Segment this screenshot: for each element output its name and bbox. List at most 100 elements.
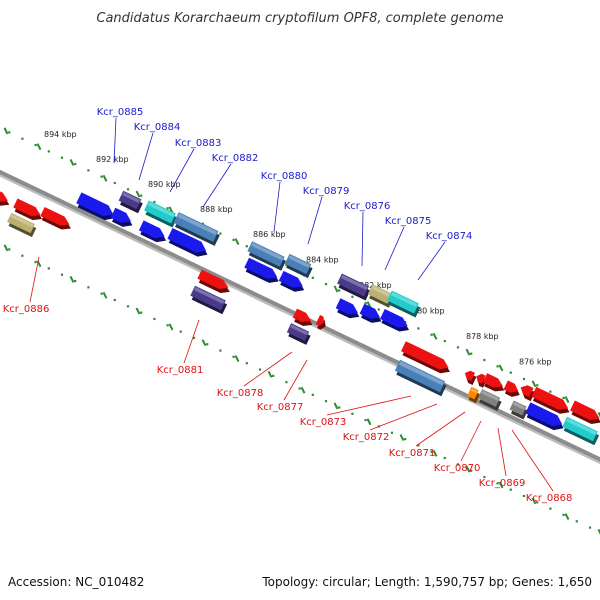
- major-tick: [498, 481, 504, 489]
- minor-tick: [153, 317, 156, 321]
- minor-tick: [8, 248, 11, 251]
- minor-tick: [404, 437, 407, 441]
- gene-label-top: Kcr_0879: [303, 186, 350, 197]
- minor-tick: [285, 381, 288, 384]
- minor-tick: [87, 169, 90, 172]
- gene-red-30: [482, 373, 505, 392]
- leader-line: [307, 196, 323, 245]
- major-tick: [465, 348, 471, 356]
- gene-steel-8: [173, 212, 220, 246]
- gene-cyan-7: [144, 200, 178, 228]
- major-tick: [102, 291, 108, 299]
- minor-tick: [140, 194, 143, 197]
- leader-line: [29, 256, 40, 303]
- major-tick: [135, 190, 141, 198]
- minor-tick: [496, 482, 499, 485]
- leader-line: [361, 211, 364, 267]
- major-tick: [432, 449, 438, 457]
- minor-tick: [166, 324, 169, 327]
- major-tick: [498, 364, 504, 372]
- minor-tick: [470, 469, 473, 472]
- leader-line: [497, 427, 507, 477]
- minor-tick: [100, 175, 103, 178]
- gene-olive-3: [7, 212, 37, 238]
- minor-tick: [74, 279, 77, 283]
- label-leaders: [29, 117, 554, 492]
- major-tick: [432, 332, 438, 340]
- gene-red-0: [0, 186, 10, 206]
- gene-labels: Kcr_0885 Kcr_0884 Kcr_0883 Kcr_0882Kcr_0880…: [3, 107, 573, 504]
- scale-label: 890 kbp: [148, 180, 181, 189]
- minor-tick: [21, 254, 24, 257]
- minor-tick: [324, 283, 328, 286]
- gene-label-bottom: Kcr_0868: [526, 493, 573, 504]
- leader-line: [202, 163, 232, 208]
- gene-blue-12: [244, 257, 279, 283]
- scale-label: 876 kbp: [519, 358, 552, 367]
- minor-tick: [522, 494, 526, 498]
- gene-label-bottom: Kcr_0869: [479, 478, 526, 489]
- scale-label: 892 kbp: [96, 155, 129, 164]
- minor-tick: [430, 333, 433, 336]
- major-tick: [36, 143, 42, 151]
- minor-tick: [509, 488, 512, 491]
- minor-tick: [351, 412, 354, 415]
- minor-tick: [575, 520, 578, 523]
- minor-tick: [298, 387, 301, 390]
- major-tick: [267, 370, 273, 378]
- gene-cyan-39: [562, 416, 600, 446]
- minor-tick: [496, 365, 499, 368]
- minor-tick: [390, 431, 394, 434]
- scale-label: 886 kbp: [253, 230, 286, 239]
- scale-label: 884 kbp: [306, 256, 339, 265]
- gene-blue-18: [335, 298, 360, 319]
- gene-label-top: Kcr_0882: [212, 153, 259, 164]
- minor-tick: [206, 343, 209, 346]
- leader-line: [273, 181, 281, 233]
- scale-label: 882 kbp: [359, 281, 392, 290]
- minor-tick: [47, 267, 50, 270]
- major-tick: [366, 418, 372, 426]
- major-tick: [531, 497, 537, 505]
- gene-label-bottom: Kcr_0877: [257, 402, 304, 413]
- minor-tick: [192, 336, 196, 340]
- gene-cyan-17: [387, 290, 421, 318]
- minor-tick: [34, 143, 37, 147]
- minor-tick: [338, 289, 341, 292]
- major-tick: [168, 323, 174, 331]
- major-tick: [201, 339, 207, 347]
- minor-tick: [245, 245, 248, 248]
- minor-tick: [113, 181, 116, 185]
- minor-tick: [126, 305, 130, 308]
- minor-tick: [153, 200, 156, 204]
- major-tick: [3, 244, 9, 252]
- gene-purple-25: [286, 323, 311, 345]
- gene-red-32: [520, 385, 535, 402]
- scale-label: 888 kbp: [200, 205, 233, 214]
- leader-line: [460, 420, 482, 462]
- minor-tick: [311, 393, 314, 396]
- major-tick: [135, 307, 141, 315]
- scale-label: 878 kbp: [466, 332, 499, 341]
- gene-orange-35: [467, 386, 481, 404]
- gene-label-top: Kcr_0875: [385, 216, 432, 227]
- minor-tick: [351, 295, 354, 298]
- major-tick: [333, 285, 339, 293]
- gene-gray-37: [509, 400, 528, 420]
- minor-tick: [509, 371, 512, 374]
- gene-label-bottom: Kcr_0873: [300, 417, 347, 428]
- major-tick: [465, 465, 471, 473]
- minor-tick: [588, 526, 592, 529]
- scale-label: 880 kbp: [412, 306, 445, 315]
- minor-tick: [21, 137, 24, 140]
- minor-tick: [443, 339, 446, 343]
- gene-label-top: Kcr_0884: [134, 122, 181, 133]
- leader-line: [243, 351, 293, 387]
- gene-label-bottom: Kcr_0881: [157, 365, 204, 376]
- major-tick: [3, 127, 9, 135]
- minor-tick: [417, 327, 420, 330]
- minor-tick: [562, 396, 565, 400]
- gene-label-top: Kcr_0883: [175, 138, 222, 149]
- minor-tick: [47, 150, 50, 153]
